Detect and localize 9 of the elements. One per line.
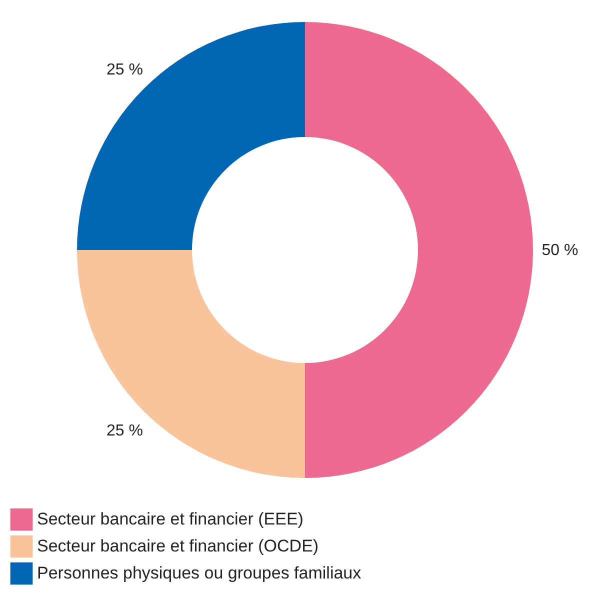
legend-label: Secteur bancaire et financier (OCDE) xyxy=(37,536,319,556)
donut-slice xyxy=(77,250,305,478)
donut-slice xyxy=(305,22,533,478)
donut-slice xyxy=(77,22,305,250)
data-label: 25 % xyxy=(106,62,143,79)
legend-label: Personnes physiques ou groupes familiaux xyxy=(37,564,362,582)
legend-label: Secteur bancaire et financier (EEE) xyxy=(37,510,304,528)
data-label: 50 % xyxy=(542,242,578,259)
data-label: 25 % xyxy=(106,422,143,440)
